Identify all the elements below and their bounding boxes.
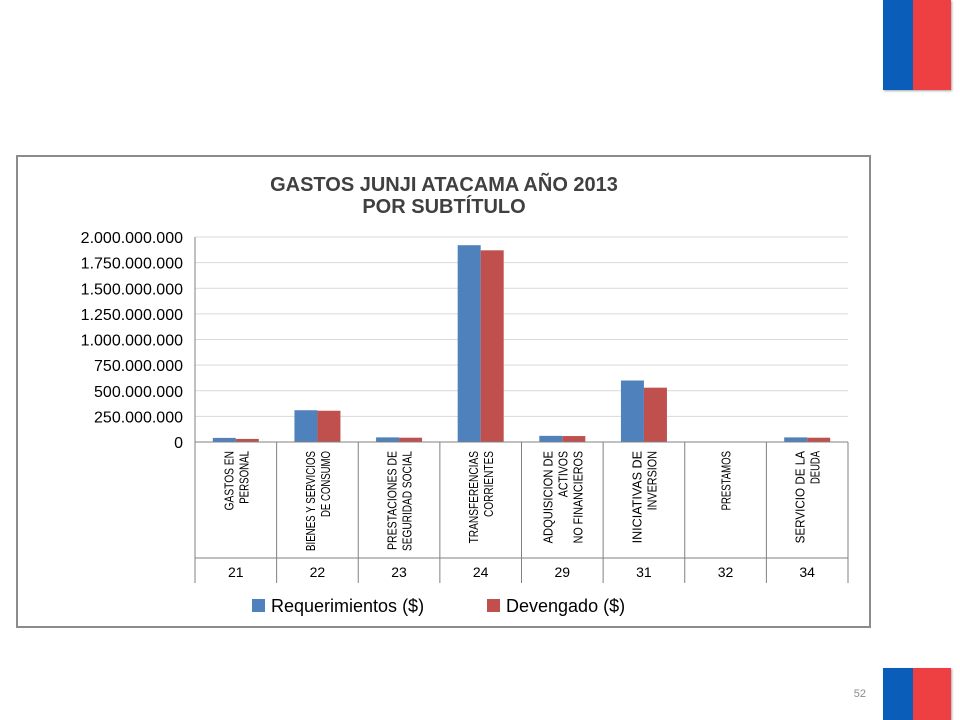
chart-title: GASTOS JUNJI ATACAMA AÑO 2013 [270, 173, 618, 196]
y-tick-label: 1.250.000.000 [81, 307, 183, 324]
bar-chart: GASTOS JUNJI ATACAMA AÑO 2013 POR SUBTÍT… [81, 173, 849, 616]
x-category-label: GASTOS EN PERSONAL [222, 451, 251, 510]
x-category-label-line: INICIATIVAS DE [630, 451, 644, 543]
flag-red-stripe [913, 668, 951, 720]
bar-requerimientos [376, 437, 400, 442]
x-category-label: BIENES Y SERVICIOS DE CONSUMO [304, 451, 333, 551]
flag-blue-stripe [883, 0, 913, 90]
x-category-code: 32 [718, 564, 734, 580]
x-category-label: SERVICIO DE LA DEUDA [794, 450, 823, 543]
bar-devengado [480, 250, 504, 442]
x-category-label: TRANSFERENCIAS CORRIENTES [467, 451, 496, 543]
x-category-label: PRESTACIONES DE SEGURIDAD SOCIAL [386, 451, 415, 551]
x-category-label-line: INVERSION [645, 451, 659, 510]
bar-requerimientos [457, 245, 481, 442]
x-category-label-line: DEUDA [809, 451, 823, 484]
x-category-label: ADQUISICION DE ACTIVOS NO FINANCIEROS [541, 451, 585, 543]
x-category-label: INICIATIVAS DE INVERSION [630, 451, 659, 543]
x-category-code: 23 [391, 564, 407, 580]
y-tick-label: 750.000.000 [94, 358, 183, 375]
y-tick-label: 1.000.000.000 [81, 333, 183, 350]
bar-requerimientos [784, 437, 808, 442]
y-tick-label: 2.000.000.000 [81, 230, 183, 247]
y-tick-label: 1.750.000.000 [81, 256, 183, 273]
x-category-code: 31 [636, 564, 652, 580]
bar-devengado [807, 437, 831, 442]
chile-flag-top-decoration [883, 0, 951, 90]
x-category-label-line: SEGURIDAD SOCIAL [401, 451, 415, 551]
x-category-code: 21 [228, 564, 244, 580]
bar-devengado [399, 437, 423, 442]
x-category-code: 34 [799, 564, 815, 580]
legend-label: Devengado ($) [506, 596, 625, 616]
flag-red-stripe [913, 0, 951, 90]
slide-number: 52 [853, 688, 866, 700]
x-category-label-line: GASTOS EN [222, 451, 236, 510]
y-tick-label: 0 [174, 435, 183, 452]
x-category-label-line: PERSONAL [237, 451, 251, 504]
legend-label: Requerimientos ($) [271, 596, 424, 616]
x-category-label-line: PRESTACIONES DE [386, 451, 400, 550]
x-category-label-line: PRESTAMOS [720, 451, 734, 510]
y-tick-label: 1.500.000.000 [81, 281, 183, 298]
bar-requerimientos [620, 380, 644, 442]
bar-devengado [317, 410, 341, 442]
flag-blue-stripe [883, 668, 913, 720]
x-category-label-line: NO FINANCIEROS [571, 451, 585, 543]
legend-swatch [487, 599, 500, 612]
bar-requerimientos [539, 435, 563, 442]
x-category-label-line: CORRIENTES [482, 451, 496, 517]
x-category-label-line: ACTIVOS [556, 451, 570, 497]
bar-requerimientos [212, 437, 236, 442]
x-category-code: 24 [473, 564, 489, 580]
x-category-label: PRESTAMOS [720, 451, 734, 510]
legend-swatch [252, 599, 265, 612]
chart-subtitle: POR SUBTÍTULO [362, 195, 525, 218]
x-category-code: 22 [310, 564, 326, 580]
y-tick-label: 500.000.000 [94, 384, 183, 401]
x-category-label-line: DE CONSUMO [319, 451, 333, 517]
x-category-label-line: ADQUISICION DE [541, 451, 555, 543]
x-category-label-line: SERVICIO DE LA [794, 450, 808, 543]
chart-frame: GASTOS JUNJI ATACAMA AÑO 2013 POR SUBTÍT… [16, 155, 871, 628]
chile-flag-bottom-decoration [883, 668, 951, 720]
x-category-label-line: BIENES Y SERVICIOS [304, 451, 318, 551]
bar-requerimientos [294, 410, 318, 442]
y-tick-label: 250.000.000 [94, 409, 183, 426]
x-category-code: 29 [555, 564, 571, 580]
x-category-label-line: TRANSFERENCIAS [467, 451, 481, 543]
bar-devengado [562, 436, 586, 442]
bar-devengado [235, 438, 259, 442]
bar-devengado [643, 387, 667, 442]
chart-legend: Requerimientos ($) Devengado ($) [252, 596, 625, 616]
